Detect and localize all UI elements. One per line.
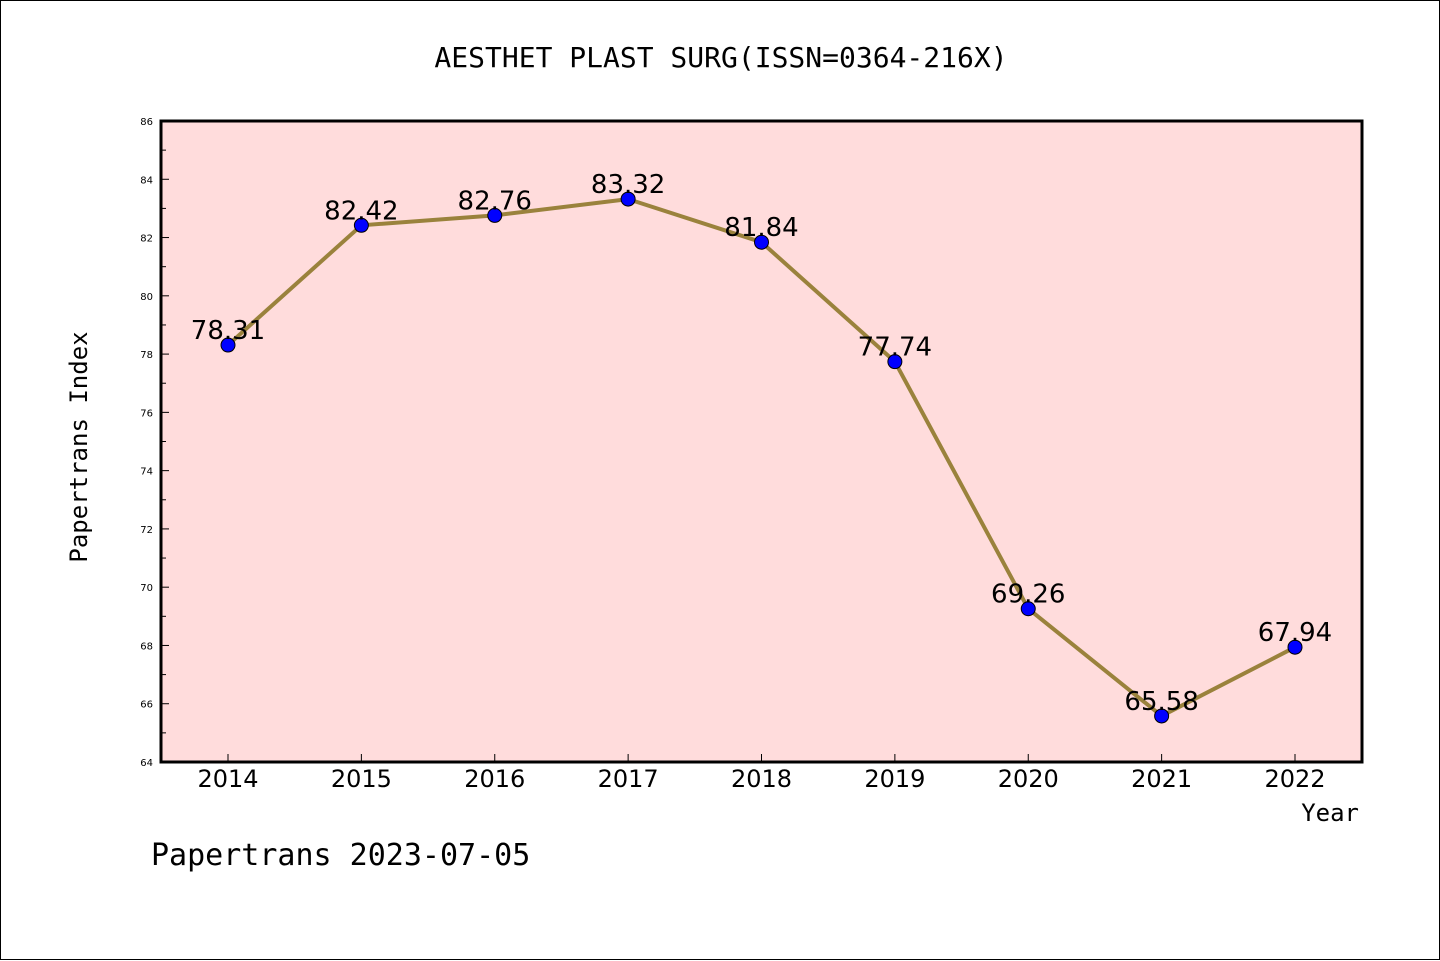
data-label: 81.84 — [724, 213, 798, 243]
x-tick-label: 2021 — [1131, 765, 1192, 793]
y-tick-label: 70 — [140, 583, 153, 594]
x-tick-label: 2016 — [464, 765, 525, 793]
x-tick-label: 2018 — [731, 765, 792, 793]
data-label: 69.26 — [991, 580, 1065, 610]
data-point — [754, 234, 769, 250]
data-point — [887, 354, 903, 370]
y-tick-label: 66 — [140, 700, 153, 711]
data-label: 83.32 — [591, 170, 665, 200]
data-label: 82.76 — [458, 186, 532, 216]
y-tick-label: 72 — [140, 525, 153, 536]
data-label: 77.74 — [858, 333, 932, 363]
y-tick-label: 78 — [140, 350, 153, 361]
x-tick-label: 2014 — [197, 765, 258, 793]
y-tick-label: 84 — [140, 175, 153, 186]
x-tick-label: 2020 — [998, 765, 1059, 793]
y-tick-label: 76 — [140, 408, 153, 419]
footer-credit: Papertrans 2023-07-05 — [151, 838, 530, 873]
y-tick-label: 82 — [140, 234, 153, 245]
data-point — [220, 337, 236, 353]
data-point — [353, 217, 369, 233]
chart-title: AESTHET PLAST SURG(ISSN=0364-216X) — [434, 41, 1007, 74]
y-tick-label: 68 — [140, 641, 153, 652]
plot-border — [159, 119, 1364, 764]
data-label: 67.94 — [1258, 618, 1332, 648]
data-label: 65.58 — [1124, 687, 1198, 717]
data-point — [620, 191, 636, 207]
x-tick-label: 2022 — [1264, 765, 1325, 793]
data-point — [1020, 601, 1036, 617]
data-point — [487, 207, 503, 223]
x-tick-label: 2019 — [864, 765, 925, 793]
x-axis-label: Year — [1301, 799, 1359, 827]
data-label: 78.31 — [191, 316, 265, 346]
x-tick-label: 2015 — [331, 765, 392, 793]
y-tick-label: 80 — [140, 292, 153, 303]
x-tick-label: 2017 — [598, 765, 659, 793]
y-tick-label: 74 — [140, 467, 153, 478]
data-point — [1287, 639, 1303, 655]
x-axis-ticks: 2014 2015 2016 2017 2018 2019 2020 2021 2022 — [197, 754, 1326, 793]
data-label: 82.42 — [324, 196, 398, 226]
data-point — [1154, 708, 1170, 724]
y-tick-label: 86 — [140, 117, 153, 128]
series-group: 78.31 82.42 82.76 83.32 81.84 77.74 69.26 65.58… — [191, 170, 1332, 724]
y-tick-label: 64 — [140, 758, 153, 769]
y-axis-label: Papertrans Index — [65, 331, 93, 562]
